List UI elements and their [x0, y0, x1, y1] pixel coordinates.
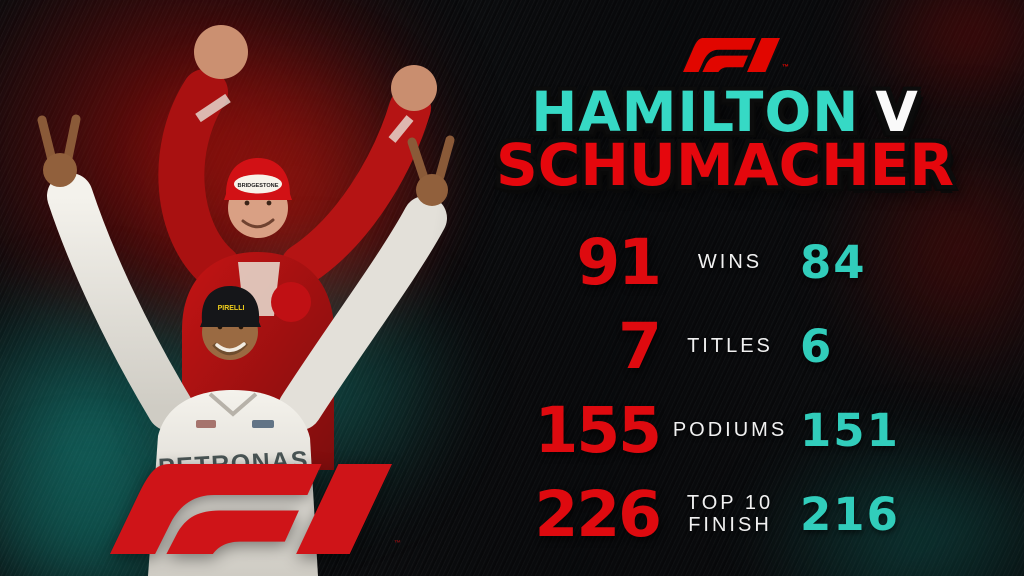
headline-line1: HAMILTON V	[425, 83, 1024, 141]
hamilton-titles-value: 6	[800, 319, 834, 373]
stat-row-titles: 7 TITLES 6	[520, 304, 1010, 388]
trademark-icon: ™	[782, 64, 789, 71]
label-line: FINISH	[688, 514, 772, 536]
hamilton-top10-value: 216	[800, 487, 900, 541]
headline-versus: V	[875, 80, 919, 144]
wins-label: WINS	[660, 251, 800, 273]
label-line: WINS	[697, 250, 763, 273]
top10-label: TOP 10 FINISH	[660, 492, 800, 537]
f1-logo-small	[683, 38, 780, 72]
hamilton-wins-value: 84	[800, 235, 867, 289]
headline-schumacher: SCHUMACHER	[496, 131, 954, 200]
f1-logo-large	[110, 464, 392, 554]
hamilton-podiums-value: 151	[800, 403, 900, 457]
titles-label: TITLES	[660, 335, 800, 357]
label-line: TITLES	[687, 334, 773, 357]
schumacher-titles-value: 7	[618, 309, 662, 383]
schumacher-wins-value: 91	[576, 225, 662, 299]
headline: HAMILTON V SCHUMACHER	[425, 83, 1024, 200]
label-line: PODIUMS	[672, 418, 788, 441]
stats-table: 91 WINS 84 7 TITLES 6 155 PODIUMS 151	[520, 220, 1010, 556]
stat-row-podiums: 155 PODIUMS 151	[520, 388, 1010, 472]
schumacher-podiums-value: 155	[534, 393, 662, 467]
stat-row-top10: 226 TOP 10 FINISH 216	[520, 472, 1010, 556]
podiums-label: PODIUMS	[660, 419, 800, 441]
schumacher-top10-value: 226	[534, 477, 662, 551]
label-line: TOP 10	[686, 491, 774, 514]
stat-row-wins: 91 WINS 84	[520, 220, 1010, 304]
headline-hamilton: HAMILTON	[531, 80, 860, 144]
trademark-icon: ™	[394, 540, 401, 547]
